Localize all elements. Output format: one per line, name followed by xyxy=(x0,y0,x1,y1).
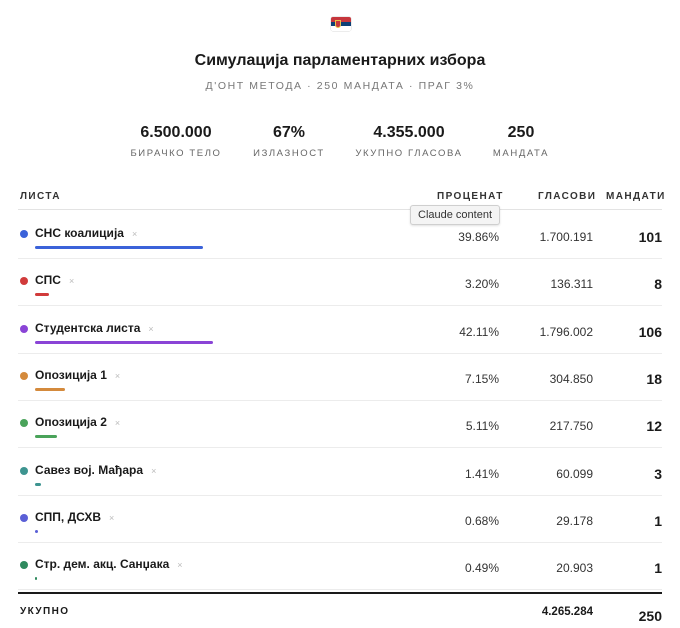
page-subtitle: Д'ОНТ МЕТОДА · 250 МАНДАТА · ПРАГ 3% xyxy=(205,80,475,92)
party-percent: 1.41% xyxy=(464,466,499,481)
party-name-text: Опозиција 1 xyxy=(35,367,107,382)
stat-electorate: 6.500.000 БИРАЧКО ТЕЛО xyxy=(128,124,224,159)
table-row: Студентска листа × 42.11% 1.796.002 106 xyxy=(18,307,662,354)
party-name-text: СПС xyxy=(35,273,61,288)
share-bar xyxy=(35,340,213,344)
party-name-text: Стр. дем. акц. Санџака xyxy=(35,557,170,572)
party-color-dot xyxy=(20,513,28,522)
party-color-dot xyxy=(20,419,28,428)
serbia-flag-icon xyxy=(331,17,351,31)
remove-party-icon[interactable]: × xyxy=(114,370,121,381)
party-votes: 1.796.002 xyxy=(539,324,593,339)
stat-label: БИРАЧКО ТЕЛО xyxy=(130,148,222,159)
party-name: Савез вој. Мађара × xyxy=(35,463,156,477)
remove-party-icon[interactable]: × xyxy=(151,465,157,476)
stat-label: ИЗЛАЗНОСТ xyxy=(253,148,325,159)
party-votes: 136.311 xyxy=(550,277,594,292)
party-name-text: Савез вој. Мађара xyxy=(35,462,144,477)
total-label: УКУПНО xyxy=(20,606,70,617)
remove-party-icon[interactable]: × xyxy=(177,560,183,571)
party-name-text: Студентска листа xyxy=(35,320,141,335)
table-row: Савез вој. Мађара × 1.41% 60.099 3 xyxy=(18,449,662,496)
table-row: Опозиција 2 × 5.11% 217.750 12 xyxy=(18,401,662,449)
stat-seats: 250 МАНДАТА xyxy=(488,124,554,159)
stat-value: 6.500.000 xyxy=(140,124,212,141)
stat-label: МАНДАТА xyxy=(492,148,550,159)
party-votes: 29.178 xyxy=(556,513,593,528)
party-name: СПС × xyxy=(35,273,74,287)
share-bar xyxy=(35,387,66,391)
party-color-dot xyxy=(20,561,28,570)
party-name: Стр. дем. акц. Санџака × xyxy=(35,557,183,571)
party-color-dot xyxy=(20,277,28,286)
page-title: Симулација парламентарних избора xyxy=(194,52,486,69)
table-row: СПС × 3.20% 136.311 8 xyxy=(18,259,662,307)
party-seats: 3 xyxy=(654,465,662,482)
share-bar xyxy=(35,435,57,439)
header-divider xyxy=(18,209,662,210)
party-name: СПП, ДСХВ × xyxy=(35,510,114,524)
party-votes: 60.099 xyxy=(556,466,593,481)
party-seats: 8 xyxy=(654,276,662,293)
party-percent: 39.86% xyxy=(458,230,499,244)
party-percent: 7.15% xyxy=(464,371,499,386)
party-seats: 106 xyxy=(638,323,662,340)
party-color-dot xyxy=(20,371,28,380)
remove-party-icon[interactable]: × xyxy=(131,229,138,239)
party-percent: 5.11% xyxy=(465,419,499,434)
share-bar xyxy=(35,482,41,486)
total-seats: 250 xyxy=(638,608,662,624)
stat-turnout: 67% ИЗЛАЗНОСТ xyxy=(246,124,332,159)
stat-label: УКУПНО ГЛАСОВА xyxy=(355,148,463,159)
remove-party-icon[interactable]: × xyxy=(114,418,121,429)
table-row: СПП, ДСХВ × 0.68% 29.178 1 xyxy=(18,496,662,543)
stat-value: 250 xyxy=(507,124,535,141)
party-name-text: Опозиција 2 xyxy=(35,415,107,430)
party-votes: 1.700.191 xyxy=(539,230,593,244)
stat-value: 4.355.000 xyxy=(373,124,445,141)
party-name: Опозиција 1 × xyxy=(35,368,120,382)
party-votes: 304.850 xyxy=(549,371,593,386)
share-bar xyxy=(35,246,204,249)
party-name-text: СНС коалиција xyxy=(35,226,124,240)
total-divider xyxy=(18,592,662,594)
column-header-votes: ГЛАСОВИ xyxy=(538,191,597,202)
share-bar xyxy=(35,577,38,581)
share-bar xyxy=(35,293,49,297)
party-percent: 0.49% xyxy=(464,561,499,576)
party-color-dot xyxy=(20,230,28,238)
remove-party-icon[interactable]: × xyxy=(148,323,154,334)
party-name-text: СПП, ДСХВ xyxy=(35,509,102,524)
party-color-dot xyxy=(20,324,28,333)
remove-party-icon[interactable]: × xyxy=(68,276,75,287)
table-row: Опозиција 1 × 7.15% 304.850 18 xyxy=(18,354,662,401)
remove-party-icon[interactable]: × xyxy=(109,512,115,523)
party-name: Опозиција 2 × xyxy=(35,415,120,429)
party-percent: 42.11% xyxy=(459,324,499,339)
party-seats: 1 xyxy=(654,560,662,577)
table-row: СНС коалиција × 39.86% 1.700.191 101 xyxy=(18,212,662,259)
party-name: Студентска листа × xyxy=(35,321,154,335)
table-row: Стр. дем. акц. Санџака × 0.49% 20.903 1 xyxy=(18,543,662,591)
stat-total-votes: 4.355.000 УКУПНО ГЛАСОВА xyxy=(352,124,466,159)
total-votes: 4.265.284 xyxy=(541,606,593,618)
party-seats: 12 xyxy=(646,418,662,435)
column-header-seats: МАНДАТИ xyxy=(606,191,666,202)
party-seats: 18 xyxy=(646,370,662,387)
party-percent: 0.68% xyxy=(464,513,499,528)
stat-value: 67% xyxy=(272,124,306,141)
column-header-percent: ПРОЦЕНАТ xyxy=(437,191,504,202)
party-seats: 101 xyxy=(638,229,662,245)
tooltip: Claude content xyxy=(410,205,500,225)
party-votes: 217.750 xyxy=(549,419,593,434)
party-color-dot xyxy=(20,466,28,475)
column-header-list: ЛИСТА xyxy=(20,191,61,202)
party-name: СНС коалиција × xyxy=(35,226,137,240)
party-percent: 3.20% xyxy=(464,277,499,292)
share-bar xyxy=(35,529,38,533)
party-seats: 1 xyxy=(654,512,662,529)
party-votes: 20.903 xyxy=(556,561,593,576)
